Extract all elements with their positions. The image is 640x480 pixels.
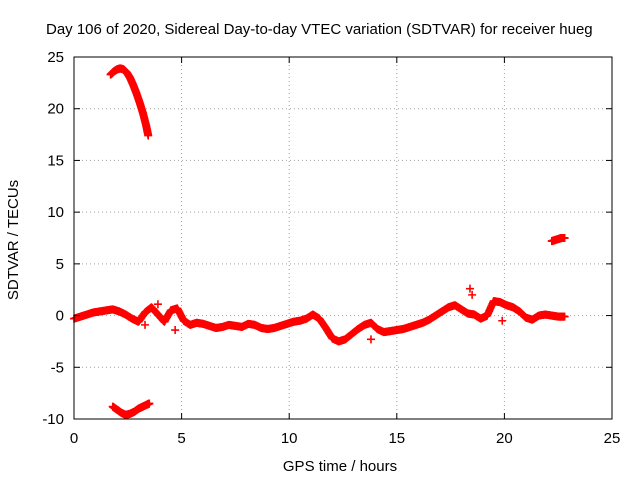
data-point <box>366 335 375 344</box>
series-isolated-points <box>141 284 507 344</box>
y-tick-label: 20 <box>47 101 64 118</box>
data-point <box>560 234 569 242</box>
data-point <box>144 131 153 140</box>
x-axis-label: GPS time / hours <box>283 458 397 475</box>
y-tick-label: 25 <box>47 49 64 66</box>
x-tick-label: 25 <box>604 430 621 447</box>
grid <box>74 57 612 419</box>
data-series <box>70 64 569 419</box>
x-tick-label: 10 <box>281 430 298 447</box>
data-point <box>153 300 162 309</box>
chart-title: Day 106 of 2020, Sidereal Day-to-day VTE… <box>46 21 593 38</box>
data-point <box>560 312 569 321</box>
y-tick-label: 10 <box>47 204 64 221</box>
x-tick-label: 5 <box>177 430 185 447</box>
data-point <box>171 326 180 335</box>
series-lower-arc <box>108 399 154 419</box>
series-upper-arc <box>106 64 153 140</box>
y-tick-label: 0 <box>56 308 64 325</box>
axis-ticks: 0 5 10 15 20 25 -10 -5 0 5 10 15 20 25 <box>42 49 620 447</box>
y-tick-label: 15 <box>47 152 64 169</box>
data-point <box>468 290 477 299</box>
y-tick-label: -10 <box>42 411 64 428</box>
series-late-segment <box>547 234 569 246</box>
data-point <box>498 316 507 325</box>
plot-frame <box>73 56 613 420</box>
y-axis-label: SDTVAR / TECUs <box>5 180 22 300</box>
data-point <box>465 284 474 293</box>
data-point <box>145 399 154 408</box>
series-main-trace <box>70 297 569 346</box>
data-point <box>141 320 150 329</box>
x-tick-label: 0 <box>70 430 78 447</box>
x-tick-label: 20 <box>496 430 513 447</box>
y-tick-label: 5 <box>56 256 64 273</box>
x-tick-label: 15 <box>388 430 405 447</box>
y-tick-label: -5 <box>51 359 64 376</box>
